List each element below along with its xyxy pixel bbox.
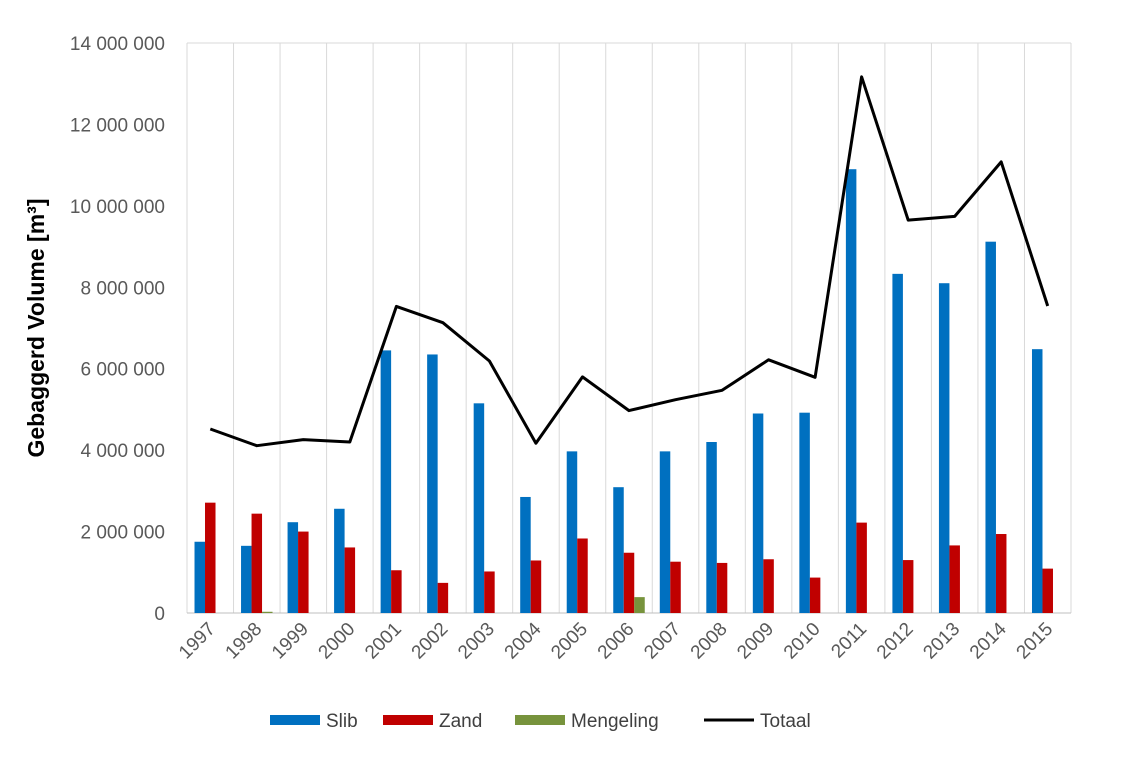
bar-zand-1998: [251, 513, 263, 613]
bar-slib-2011: [845, 169, 857, 613]
x-tick-label: 2013: [919, 619, 964, 664]
x-tick-label: 2002: [408, 619, 453, 664]
y-tick-label: 6 000 000: [80, 360, 165, 381]
bar-zand-2009: [763, 559, 774, 613]
legend: Slib Zand Mengeling Totaal: [270, 711, 811, 732]
y-tick-label: 14 000 000: [70, 34, 165, 55]
bar-slib-2012: [892, 273, 903, 613]
y-tick-label: 10 000 000: [70, 197, 165, 218]
bar-slib-2006: [613, 487, 624, 613]
bar-zand-2011: [856, 522, 867, 613]
x-axis-ticks: 1997 1998 1999 2000 2001 2002 2003 2004 2005 2006…: [175, 618, 1057, 663]
x-tick-label: 1997: [175, 619, 220, 664]
bar-zand-2003: [484, 571, 495, 613]
x-tick-label: 2004: [501, 618, 546, 663]
x-tick-label: 1998: [222, 619, 267, 664]
bar-slib-2004: [520, 496, 531, 613]
bar-zand-1999: [298, 531, 309, 613]
x-tick-label: 2009: [733, 619, 778, 664]
x-tick-label: 2010: [780, 619, 825, 664]
bar-slib-2001: [380, 350, 392, 613]
plot-frame: [187, 42, 1071, 614]
legend-swatch-mengeling: [515, 715, 565, 725]
legend-label-zand: Zand: [439, 711, 482, 732]
x-tick-label: 2008: [687, 619, 732, 664]
bar-slib-2009: [752, 413, 764, 613]
legend-swatch-slib: [270, 715, 320, 725]
x-tick-label: 1999: [268, 619, 313, 664]
bar-slib-2005: [566, 451, 578, 613]
bar-slib-1999: [287, 522, 299, 613]
total-line: [209, 75, 1050, 448]
x-tick-label: 2006: [594, 619, 639, 664]
grid-lines: [186, 43, 1072, 613]
x-tick-label: 2015: [1013, 619, 1058, 664]
bar-slib-2015: [1031, 349, 1043, 613]
legend-label-totaal: Totaal: [760, 711, 811, 732]
legend-label-slib: Slib: [326, 711, 358, 732]
x-tick-label: 2005: [547, 619, 592, 664]
y-tick-label: 4 000 000: [80, 441, 165, 462]
x-tick-label: 2012: [873, 619, 918, 664]
bar-zand-2002: [437, 582, 449, 613]
bar-zand-2013: [949, 545, 960, 613]
bars: [194, 169, 1053, 613]
y-tick-label: 12 000 000: [70, 115, 165, 136]
legend-swatch-zand: [383, 715, 433, 725]
y-axis-ticks: 0 2 000 000 4 000 000 6 000 000 8 000 000 10 …: [70, 34, 165, 625]
x-tick-label: 2001: [361, 619, 406, 664]
bar-zand-2006: [623, 552, 635, 613]
bar-slib-1997: [194, 541, 206, 613]
bar-slib-2014: [985, 241, 996, 613]
y-tick-label: 2 000 000: [80, 523, 165, 544]
bar-zand-2004: [530, 560, 542, 613]
bar-zand-2010: [809, 577, 821, 613]
bar-slib-2002: [427, 354, 438, 613]
x-tick-label: 2003: [454, 619, 499, 664]
bar-slib-2000: [334, 508, 345, 613]
bar-zand-2001: [391, 570, 402, 613]
bar-zand-2007: [670, 561, 681, 613]
bar-zand-2000: [344, 547, 356, 613]
bar-zand-2005: [577, 538, 588, 613]
bar-zand-2008: [716, 562, 728, 613]
bar-zand-2015: [1042, 568, 1053, 613]
x-tick-label: 2014: [966, 618, 1011, 663]
bar-slib-1998: [241, 545, 252, 613]
bar-slib-2013: [938, 283, 950, 613]
bar-mengeling-1998: [262, 611, 273, 613]
bar-zand-2012: [902, 560, 914, 613]
y-tick-label: 0: [154, 604, 165, 625]
bar-slib-2007: [659, 451, 671, 613]
bar-mengeling-2006: [634, 597, 645, 613]
line-totaal: [209, 75, 1050, 448]
y-axis-label: Gebaggerd Volume [m³]: [23, 199, 49, 458]
bar-zand-1997: [205, 502, 216, 613]
x-tick-label: 2011: [827, 619, 871, 663]
y-tick-label: 8 000 000: [80, 278, 165, 299]
x-tick-label: 2007: [640, 619, 685, 664]
bar-slib-2008: [706, 442, 717, 613]
bar-slib-2010: [799, 412, 810, 613]
legend-label-mengeling: Mengeling: [571, 711, 659, 732]
x-tick-label: 2000: [315, 619, 360, 664]
bar-zand-2014: [995, 534, 1007, 613]
bar-slib-2003: [473, 403, 485, 613]
